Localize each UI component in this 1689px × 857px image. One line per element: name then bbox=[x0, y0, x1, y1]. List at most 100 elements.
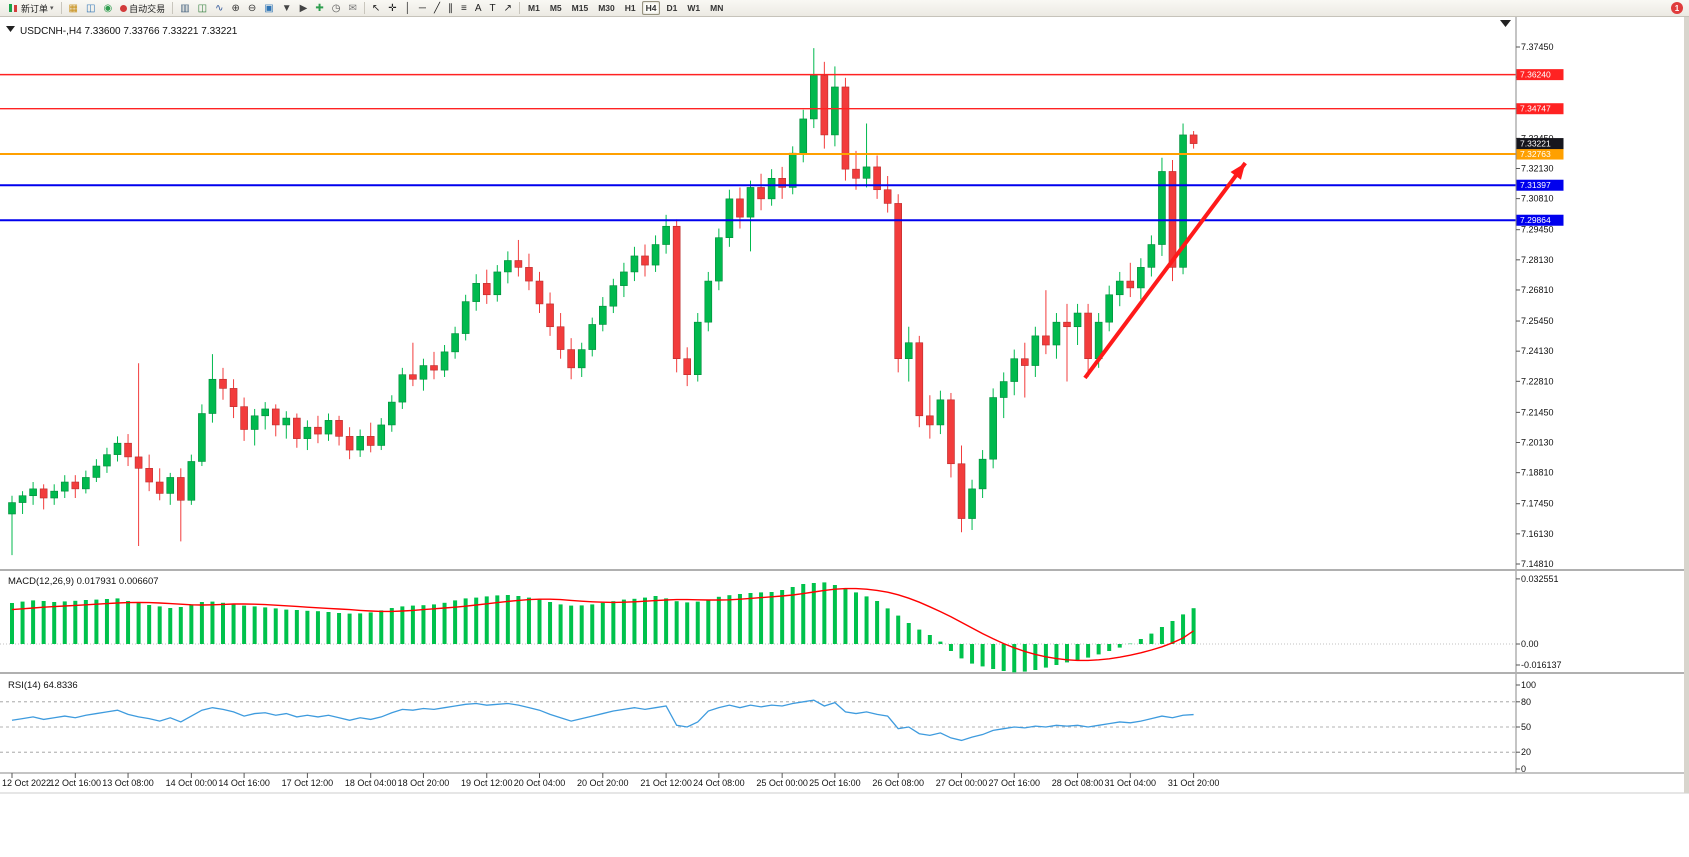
candle-body bbox=[704, 280, 713, 323]
macd-histogram-bar bbox=[727, 595, 732, 644]
candle-body bbox=[1179, 134, 1187, 268]
candles-layer bbox=[8, 48, 1198, 556]
candle-body bbox=[92, 465, 101, 478]
usdcnh-h4-chart[interactable]: 7.374507.361307.347707.334507.321307.308… bbox=[0, 17, 1689, 857]
chart-shift-marker-icon[interactable] bbox=[1500, 20, 1511, 27]
cursor-button[interactable]: ↖ bbox=[368, 1, 384, 16]
price-tick-label: 7.22810 bbox=[1521, 376, 1554, 386]
text-label-button[interactable]: T bbox=[486, 1, 500, 16]
macd-histogram-bar bbox=[822, 582, 827, 644]
new-order-button[interactable]: 新订单 ▾ bbox=[3, 1, 58, 16]
price-tick-label: 7.17450 bbox=[1521, 499, 1554, 509]
macd-histogram-bar bbox=[1181, 614, 1186, 644]
auto-scroll-button[interactable]: ▼ bbox=[278, 1, 296, 16]
timeframe-h4-button[interactable]: H4 bbox=[641, 1, 661, 15]
macd-histogram-bar bbox=[1149, 633, 1154, 644]
trendline-button[interactable]: ╱ bbox=[430, 1, 444, 16]
data-window-icon: ◫ bbox=[85, 2, 96, 14]
timeframe-w1-button[interactable]: W1 bbox=[687, 3, 701, 13]
candle-body bbox=[651, 244, 660, 266]
timeframe-m5-button[interactable]: M5 bbox=[549, 3, 562, 13]
vertical-line-button[interactable]: │ bbox=[401, 1, 415, 16]
arrows-button[interactable]: ↗ bbox=[500, 1, 516, 16]
macd-histogram-bar bbox=[906, 623, 911, 644]
macd-histogram-bar bbox=[685, 602, 690, 644]
line-chart-button[interactable]: ∿ bbox=[211, 1, 227, 16]
candle-body bbox=[746, 187, 755, 218]
periodicity-button[interactable]: ◷ bbox=[328, 1, 345, 16]
candlestick-chart-button[interactable]: ◫ bbox=[194, 1, 211, 16]
candle-body bbox=[430, 365, 438, 371]
text-label-icon: T bbox=[489, 2, 496, 14]
macd-histogram-bar bbox=[1012, 644, 1017, 673]
navigator-button[interactable]: ◉ bbox=[99, 1, 116, 16]
macd-histogram-bar bbox=[199, 602, 204, 644]
price-tick-label: 7.25450 bbox=[1521, 316, 1554, 326]
time-tick-label: 31 Oct 04:00 bbox=[1105, 778, 1157, 788]
trend-arrow-object[interactable] bbox=[1083, 161, 1247, 380]
macd-histogram-bar bbox=[136, 603, 141, 644]
timeframe-m1-button[interactable]: M1 bbox=[528, 3, 540, 13]
timeframe-mn-button[interactable]: MN bbox=[710, 3, 724, 13]
macd-histogram-bar bbox=[600, 602, 605, 644]
templates-button[interactable]: ✉ bbox=[344, 1, 360, 16]
candle-body bbox=[198, 413, 206, 462]
macd-histogram-bar bbox=[1096, 644, 1101, 655]
market-watch-button[interactable]: ▦ bbox=[65, 1, 82, 16]
equidistant-channel-button[interactable]: ∥ bbox=[444, 1, 457, 16]
macd-histogram-bar bbox=[917, 629, 922, 644]
macd-histogram-bar bbox=[1128, 643, 1133, 645]
zoom-out-button[interactable]: ⊖ bbox=[244, 1, 260, 16]
macd-histogram-bar bbox=[938, 641, 943, 644]
horizontal-line-button[interactable]: ─ bbox=[415, 1, 430, 16]
notification-badge[interactable]: 1 bbox=[1671, 2, 1683, 14]
price-tag: 7.33221 bbox=[1516, 138, 1564, 150]
macd-histogram-bar bbox=[263, 607, 268, 644]
zoom-in-button[interactable]: ⊕ bbox=[227, 1, 243, 16]
macd-histogram-bar bbox=[832, 585, 837, 644]
new-chart-button[interactable]: ✚ bbox=[311, 1, 327, 16]
candle-body bbox=[926, 415, 934, 426]
toolbar-separator bbox=[519, 2, 521, 14]
timeframes-group: M1 M5 M15 M30 H1 H4 D1 W1 MN bbox=[523, 1, 728, 15]
macd-histogram-bar bbox=[210, 601, 215, 644]
chart-shift-button[interactable]: ▶ bbox=[296, 1, 312, 16]
timeframe-d1-button[interactable]: D1 bbox=[666, 3, 678, 13]
macd-histogram-bar bbox=[526, 597, 531, 644]
timeframe-m15-button[interactable]: M15 bbox=[571, 3, 589, 13]
rsi-label: RSI(14) 64.8336 bbox=[8, 680, 78, 691]
macd-histogram-bar bbox=[1065, 644, 1069, 663]
timeframe-m30-button[interactable]: M30 bbox=[598, 3, 615, 13]
data-window-button[interactable]: ◫ bbox=[82, 1, 99, 16]
candle-body bbox=[788, 152, 797, 188]
candle-body bbox=[662, 225, 670, 245]
price-axis[interactable]: 7.374507.361307.347707.334507.321307.308… bbox=[1515, 17, 1564, 773]
one-click-trading-icon[interactable] bbox=[6, 26, 15, 32]
timeframe-h1-button[interactable]: H1 bbox=[624, 3, 636, 13]
candle-body bbox=[493, 271, 502, 296]
price-tag: 7.36240 bbox=[1516, 69, 1564, 81]
macd-histogram-bar bbox=[284, 609, 289, 644]
svg-text:7.31397: 7.31397 bbox=[1520, 180, 1551, 190]
tile-windows-button[interactable]: ▣ bbox=[260, 1, 277, 16]
text-button[interactable]: A bbox=[471, 1, 486, 16]
crosshair-button[interactable]: ✛ bbox=[384, 1, 400, 16]
candle-body bbox=[50, 490, 59, 499]
macd-histogram-bar bbox=[115, 598, 120, 644]
auto-trading-button[interactable]: 自动交易 bbox=[116, 1, 169, 16]
macd-axis-label: 0.00 bbox=[1521, 639, 1539, 649]
time-tick-label: 19 Oct 12:00 bbox=[461, 778, 513, 788]
vertical-scrollbar[interactable] bbox=[1684, 17, 1689, 793]
macd-histogram-bar bbox=[1159, 627, 1164, 644]
price-tick-label: 7.28130 bbox=[1521, 255, 1554, 265]
candle-body bbox=[862, 166, 871, 179]
fibonacci-button[interactable]: ≡ bbox=[457, 1, 471, 16]
main-toolbar: 新订单 ▾ ▦ ◫ ◉ 自动交易 ▥ ◫ ∿ ⊕ ⊖ ▣ ▼ ▶ ✚ ◷ ✉ ↖ ✛ │ ─ ╱ ∥ ≡ A T ↗ M1… bbox=[0, 0, 1689, 17]
rsi-line bbox=[11, 699, 1194, 742]
macd-histogram-bar bbox=[885, 608, 890, 644]
candle-body bbox=[968, 488, 976, 519]
bar-chart-button[interactable]: ▥ bbox=[176, 1, 193, 16]
toolbar-separator bbox=[60, 2, 62, 14]
candle-body bbox=[999, 381, 1008, 398]
